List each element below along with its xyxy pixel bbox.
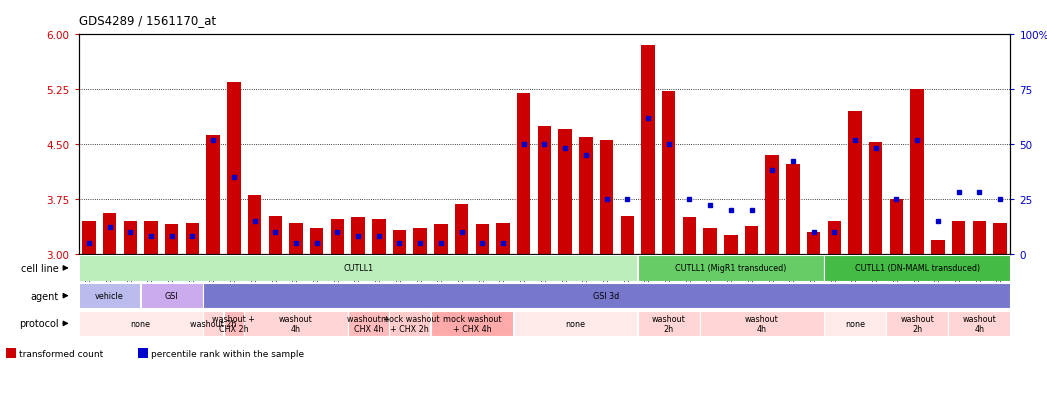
- Bar: [848, 112, 862, 254]
- Bar: [144, 221, 158, 254]
- Bar: [911, 90, 923, 254]
- Bar: [949, 311, 1010, 336]
- Bar: [435, 225, 448, 254]
- Text: agent: agent: [30, 291, 59, 301]
- Text: percentile rank within the sample: percentile rank within the sample: [151, 349, 304, 358]
- Bar: [824, 256, 1010, 281]
- Bar: [203, 283, 1010, 309]
- Bar: [430, 311, 513, 336]
- Bar: [475, 225, 489, 254]
- Text: none: none: [845, 319, 865, 328]
- Bar: [952, 221, 965, 254]
- Bar: [414, 228, 427, 254]
- Bar: [638, 256, 824, 281]
- Text: washout
4h: washout 4h: [962, 314, 996, 333]
- Text: washout +
CHX 4h: washout + CHX 4h: [347, 314, 389, 333]
- Bar: [268, 216, 282, 254]
- Bar: [765, 156, 779, 254]
- Bar: [124, 221, 137, 254]
- Bar: [103, 214, 116, 254]
- Bar: [704, 228, 717, 254]
- Text: GSI 3d: GSI 3d: [594, 292, 620, 300]
- Text: washout
4h: washout 4h: [745, 314, 779, 333]
- Bar: [224, 311, 244, 336]
- Bar: [824, 311, 886, 336]
- Bar: [538, 126, 551, 254]
- Bar: [662, 92, 675, 254]
- Text: washout +
CHX 2h: washout + CHX 2h: [213, 314, 255, 333]
- Bar: [454, 204, 468, 254]
- Text: washout
4h: washout 4h: [280, 314, 313, 333]
- Text: protocol: protocol: [19, 318, 59, 329]
- Bar: [973, 221, 986, 254]
- Bar: [79, 256, 638, 281]
- Bar: [331, 219, 344, 254]
- Bar: [372, 219, 385, 254]
- Text: mock washout
+ CHX 4h: mock washout + CHX 4h: [443, 314, 502, 333]
- Bar: [558, 130, 572, 254]
- Bar: [79, 283, 140, 309]
- Bar: [82, 221, 95, 254]
- Bar: [700, 311, 824, 336]
- Text: CUTLL1 (DN-MAML transduced): CUTLL1 (DN-MAML transduced): [854, 264, 980, 273]
- Bar: [869, 143, 883, 254]
- Bar: [621, 216, 634, 254]
- Bar: [310, 228, 324, 254]
- Bar: [786, 165, 800, 254]
- Bar: [165, 225, 178, 254]
- Bar: [138, 348, 148, 358]
- Bar: [393, 230, 406, 254]
- Bar: [289, 223, 303, 254]
- Bar: [994, 223, 1007, 254]
- Text: CUTLL1: CUTLL1: [343, 264, 373, 273]
- Text: GSI: GSI: [164, 292, 179, 300]
- Text: none: none: [131, 319, 151, 328]
- Bar: [79, 311, 202, 336]
- Bar: [389, 311, 430, 336]
- Text: none: none: [565, 319, 585, 328]
- Bar: [890, 199, 904, 254]
- Bar: [725, 236, 737, 254]
- Bar: [641, 46, 654, 254]
- Bar: [744, 226, 758, 254]
- Text: mock washout
+ CHX 2h: mock washout + CHX 2h: [381, 314, 439, 333]
- Bar: [887, 311, 948, 336]
- Text: vehicle: vehicle: [95, 292, 124, 300]
- Bar: [600, 141, 614, 254]
- Bar: [579, 137, 593, 254]
- Bar: [683, 218, 696, 254]
- Text: transformed count: transformed count: [19, 349, 103, 358]
- Bar: [227, 83, 241, 254]
- Bar: [638, 311, 699, 336]
- Text: washout
2h: washout 2h: [652, 314, 686, 333]
- Bar: [827, 221, 841, 254]
- Bar: [517, 93, 531, 254]
- Bar: [6, 348, 16, 358]
- Bar: [514, 311, 638, 336]
- Bar: [203, 311, 223, 336]
- Text: GDS4289 / 1561170_at: GDS4289 / 1561170_at: [79, 14, 216, 27]
- Bar: [348, 311, 388, 336]
- Bar: [496, 223, 510, 254]
- Bar: [807, 232, 821, 254]
- Bar: [206, 136, 220, 254]
- Text: washout
2h: washout 2h: [900, 314, 934, 333]
- Text: CUTLL1 (MigR1 transduced): CUTLL1 (MigR1 transduced): [675, 264, 786, 273]
- Bar: [185, 223, 199, 254]
- Text: cell line: cell line: [21, 263, 59, 273]
- Text: washout 2h: washout 2h: [190, 319, 237, 328]
- Bar: [244, 311, 348, 336]
- Bar: [141, 283, 202, 309]
- Bar: [352, 218, 364, 254]
- Bar: [248, 196, 262, 254]
- Bar: [931, 241, 944, 254]
